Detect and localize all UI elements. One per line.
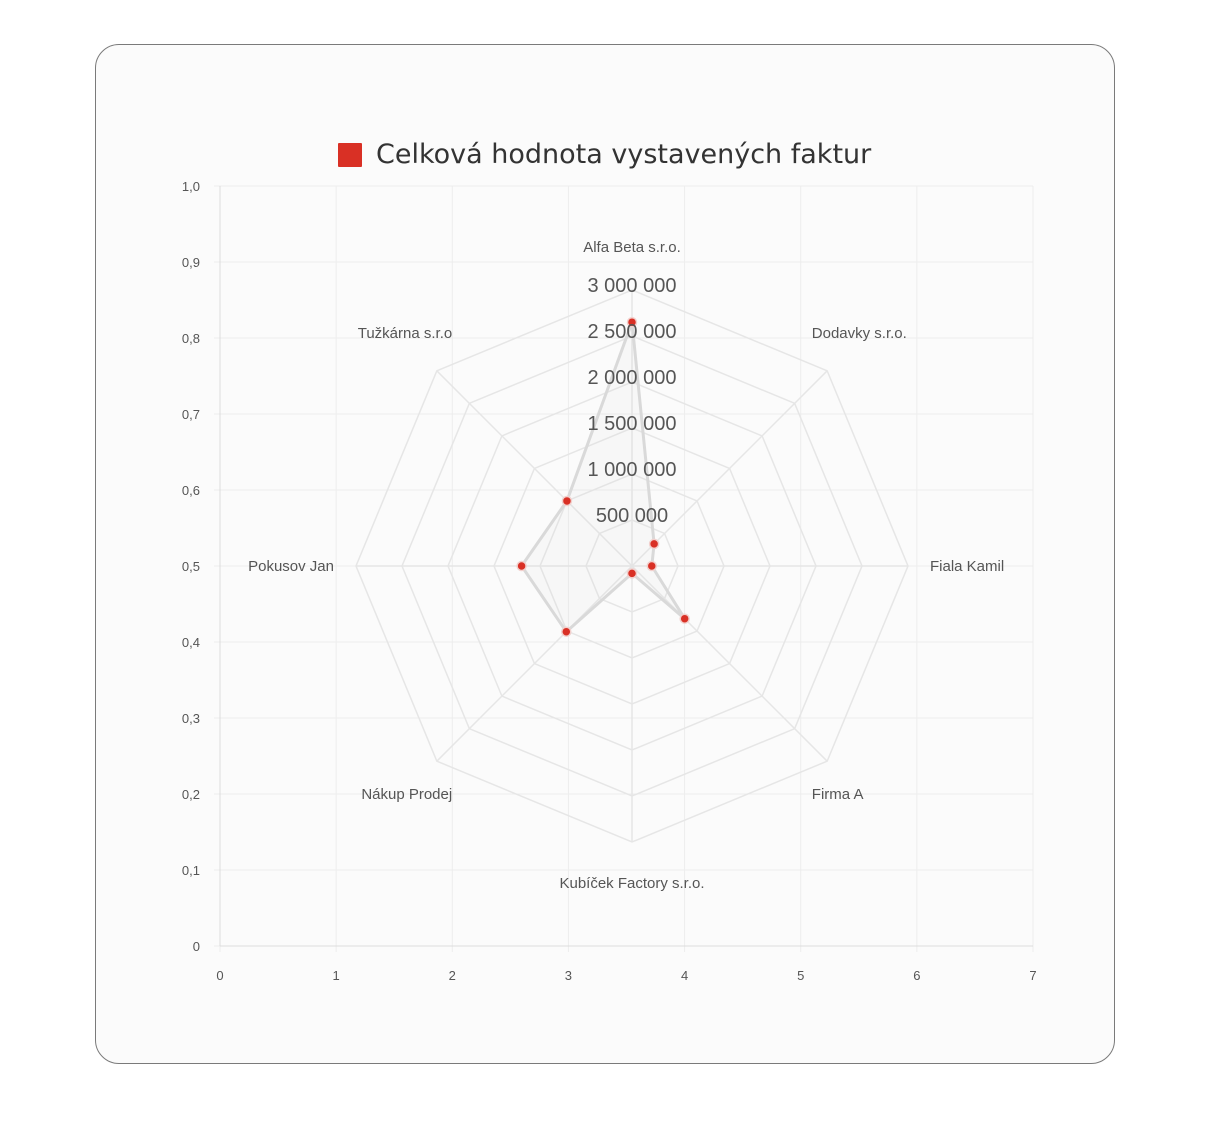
data-point <box>679 613 690 624</box>
y-tick-label: 0,1 <box>182 863 200 878</box>
data-point <box>646 560 658 572</box>
data-point <box>516 560 527 572</box>
radial-tick-label: 2 000 000 <box>588 367 677 389</box>
radar-point-label: Dodavky s.r.o. <box>812 325 907 342</box>
legend[interactable]: Celková hodnota vystavených faktur <box>338 139 872 170</box>
radar-point-label: Fiala Kamil <box>930 558 1004 575</box>
y-tick-label: 0,7 <box>182 407 200 422</box>
radar-point-label: Firma A <box>812 786 864 803</box>
y-tick-label: 0,9 <box>182 255 200 270</box>
y-tick-label: 0 <box>193 939 200 954</box>
radial-tick-label: 1 500 000 <box>588 413 677 435</box>
radial-tick-label: 500 000 <box>596 505 668 527</box>
radar-point-label: Tužkárna s.r.o <box>358 325 452 342</box>
x-tick-label: 4 <box>681 968 688 983</box>
radar-point-label: Alfa Beta s.r.o. <box>583 239 681 256</box>
y-tick-label: 0,4 <box>182 635 200 650</box>
y-tick-label: 1,0 <box>182 179 200 194</box>
legend-swatch <box>338 143 362 167</box>
chart-canvas: 0 1 2 3 4 5 6 700,10,20,30,40,50,60,70,80,91,0 … <box>182 139 1037 983</box>
cartesian-axes: 0 1 2 3 4 5 6 7 0 0,1 0,2 0,3 0,4 0,5 0,6 0,7 0,8 0,9 1,0 <box>182 179 1037 983</box>
x-tick-label: 2 <box>449 968 456 983</box>
x-tick-label: 1 <box>333 968 340 983</box>
data-point <box>561 626 572 637</box>
legend-label: Celková hodnota vystavených faktur <box>376 139 872 170</box>
radar-point-label: Pokusov Jan <box>248 558 334 575</box>
x-tick-label: 7 <box>1029 968 1036 983</box>
y-tick-label: 0,8 <box>182 331 200 346</box>
y-tick-label: 0,5 <box>182 559 200 574</box>
data-point <box>626 568 638 579</box>
data-point <box>561 495 573 507</box>
x-tick-label: 3 <box>565 968 572 983</box>
x-tick-label: 5 <box>797 968 804 983</box>
x-tick-label: 6 <box>913 968 920 983</box>
radar-spoke <box>436 370 633 567</box>
radar-point-label: Kubíček Factory s.r.o. <box>559 875 704 892</box>
radar-tick-labels: 500 000 1 000 000 1 500 000 2 000 000 2 500 … <box>588 275 677 527</box>
radar-spoke <box>631 565 828 762</box>
y-tick-label: 0,6 <box>182 483 200 498</box>
radar-series <box>516 316 690 637</box>
radial-tick-label: 2 500 000 <box>588 321 677 343</box>
radar-spoke <box>436 565 633 762</box>
radial-tick-label: 1 000 000 <box>588 459 677 481</box>
y-tick-label: 0,3 <box>182 711 200 726</box>
radar-grid <box>355 289 909 843</box>
x-tick-label: 0 <box>216 968 223 983</box>
data-point <box>626 316 638 328</box>
chart-card: 0 1 2 3 4 5 6 7 0 0,1 0,2 0,3 0,4 0,5 0,6 0,7 0,8 0,9 1,0 … <box>95 44 1115 1064</box>
radar-point-label: Nákup Prodej <box>361 786 452 803</box>
radial-tick-label: 3 000 000 <box>588 275 677 297</box>
y-tick-label: 0,2 <box>182 787 200 802</box>
radar-labels: Alfa Beta s.r.o. Dodavky s.r.o. Fiala Kami… <box>248 239 1004 892</box>
data-point <box>648 538 660 550</box>
radar-spoke <box>631 370 828 567</box>
